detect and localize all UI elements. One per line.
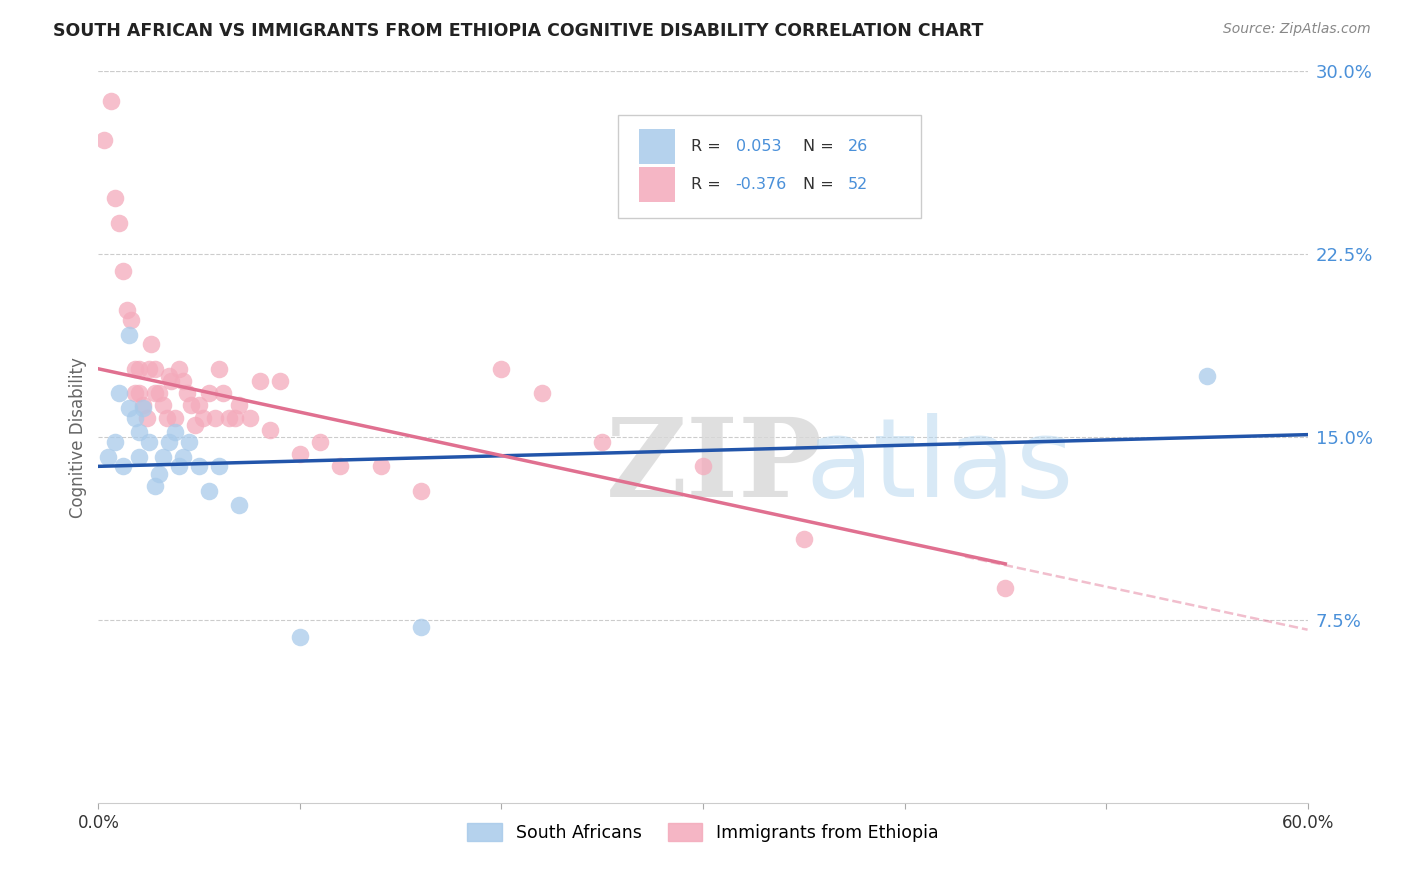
Point xyxy=(135,410,157,425)
Point xyxy=(309,434,332,449)
Point xyxy=(138,361,160,376)
Text: 0.053: 0.053 xyxy=(735,139,782,154)
Text: Source: ZipAtlas.com: Source: ZipAtlas.com xyxy=(1223,22,1371,37)
Point xyxy=(107,386,129,401)
Point xyxy=(409,483,432,498)
Point xyxy=(370,459,392,474)
Point xyxy=(212,386,235,401)
Point xyxy=(269,374,291,388)
Text: N =: N = xyxy=(803,178,839,193)
Point xyxy=(288,630,311,644)
Point xyxy=(128,450,150,464)
Point xyxy=(148,386,170,401)
Point xyxy=(188,459,211,474)
Point xyxy=(530,386,553,401)
Point xyxy=(167,459,190,474)
FancyBboxPatch shape xyxy=(638,167,675,202)
Point xyxy=(259,423,281,437)
Point xyxy=(152,450,174,464)
Point xyxy=(118,327,141,342)
Point xyxy=(409,620,432,634)
Point xyxy=(148,467,170,481)
Point xyxy=(163,410,186,425)
Point xyxy=(180,398,202,412)
Point xyxy=(132,401,155,415)
Point xyxy=(167,361,190,376)
Point xyxy=(103,191,125,205)
Point xyxy=(172,450,194,464)
Point xyxy=(128,425,150,440)
Point xyxy=(132,398,155,412)
FancyBboxPatch shape xyxy=(638,129,675,164)
Text: atlas: atlas xyxy=(806,413,1074,520)
FancyBboxPatch shape xyxy=(619,115,921,218)
Point xyxy=(198,483,221,498)
Point xyxy=(124,410,146,425)
Point xyxy=(218,410,240,425)
Text: R =: R = xyxy=(690,139,725,154)
Point xyxy=(249,374,271,388)
Point xyxy=(156,410,179,425)
Point xyxy=(224,410,246,425)
Text: -0.376: -0.376 xyxy=(735,178,787,193)
Point xyxy=(1195,369,1218,384)
Text: R =: R = xyxy=(690,178,725,193)
Point xyxy=(128,386,150,401)
Point xyxy=(160,374,183,388)
Point xyxy=(124,386,146,401)
Point xyxy=(143,361,166,376)
Point xyxy=(329,459,352,474)
Point xyxy=(100,94,122,108)
Point xyxy=(188,398,211,412)
Text: ZIP: ZIP xyxy=(606,413,823,520)
Point xyxy=(111,264,134,278)
Point xyxy=(208,459,231,474)
Point xyxy=(124,361,146,376)
Point xyxy=(176,386,198,401)
Point xyxy=(115,303,138,318)
Legend: South Africans, Immigrants from Ethiopia: South Africans, Immigrants from Ethiopia xyxy=(460,816,946,849)
Point xyxy=(204,410,226,425)
Point xyxy=(184,417,207,432)
Point xyxy=(138,434,160,449)
Point xyxy=(172,374,194,388)
Point xyxy=(157,434,180,449)
Point xyxy=(591,434,613,449)
Point xyxy=(692,459,714,474)
Point xyxy=(198,386,221,401)
Point xyxy=(157,369,180,384)
Point xyxy=(491,361,513,376)
Point xyxy=(152,398,174,412)
Point xyxy=(793,533,815,547)
Point xyxy=(143,386,166,401)
Point xyxy=(107,215,129,229)
Point xyxy=(228,398,250,412)
Point xyxy=(103,434,125,449)
Point xyxy=(239,410,262,425)
Text: 52: 52 xyxy=(848,178,869,193)
Point xyxy=(120,313,142,327)
Y-axis label: Cognitive Disability: Cognitive Disability xyxy=(69,357,87,517)
Point xyxy=(179,434,201,449)
Point xyxy=(163,425,186,440)
Point xyxy=(288,447,311,461)
Point xyxy=(143,479,166,493)
Point xyxy=(208,361,231,376)
Point xyxy=(93,133,115,147)
Point xyxy=(111,459,134,474)
Point xyxy=(128,361,150,376)
Point xyxy=(139,337,162,351)
Text: 26: 26 xyxy=(848,139,869,154)
Point xyxy=(97,450,120,464)
Point xyxy=(118,401,141,415)
Text: N =: N = xyxy=(803,139,839,154)
Text: SOUTH AFRICAN VS IMMIGRANTS FROM ETHIOPIA COGNITIVE DISABILITY CORRELATION CHART: SOUTH AFRICAN VS IMMIGRANTS FROM ETHIOPI… xyxy=(53,22,984,40)
Point xyxy=(193,410,215,425)
Point xyxy=(228,499,250,513)
Point xyxy=(994,581,1017,595)
